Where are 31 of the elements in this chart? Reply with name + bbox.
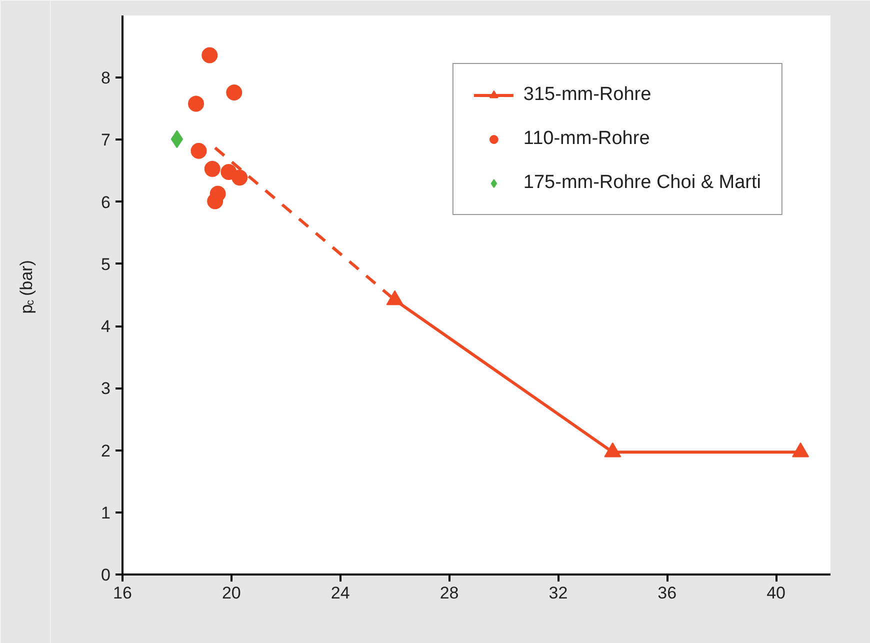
- x-tick-label: 32: [548, 584, 568, 602]
- x-tick-label: 36: [658, 584, 677, 602]
- x-tick-label: 28: [440, 584, 459, 602]
- point: [170, 130, 184, 148]
- point: [792, 442, 810, 458]
- point: [386, 290, 404, 306]
- y-tick-label: 7: [101, 130, 111, 150]
- point: [202, 47, 218, 64]
- point: [190, 142, 207, 159]
- y-tick-label: 1: [101, 503, 111, 522]
- legend-label: 175-mm-Rohre Choi & Marti: [523, 172, 761, 194]
- y-tick-label: 5: [101, 254, 111, 274]
- point: [226, 84, 242, 101]
- legend-label: 315-mm-Rohre: [523, 84, 652, 106]
- y-tick-label: 3: [101, 379, 111, 398]
- x-tick-label: 16: [113, 584, 132, 602]
- y-tick-label: 4: [101, 317, 111, 336]
- x-tick-label: 40: [766, 584, 786, 602]
- y-tick-label: 6: [101, 192, 111, 212]
- legend-label: 110-mm-Rohre: [523, 128, 650, 150]
- point: [232, 170, 248, 186]
- y-tick-label: 0: [101, 566, 111, 584]
- y-tick-label: 2: [101, 441, 111, 460]
- point: [207, 193, 224, 210]
- x-tick-label: 20: [222, 584, 241, 602]
- y-axis-title: pc (bar): [17, 260, 36, 314]
- point: [188, 96, 204, 112]
- point: [204, 160, 220, 177]
- y-tick-label: 8: [101, 68, 111, 88]
- point: [604, 442, 622, 458]
- x-tick-label: 24: [330, 584, 350, 602]
